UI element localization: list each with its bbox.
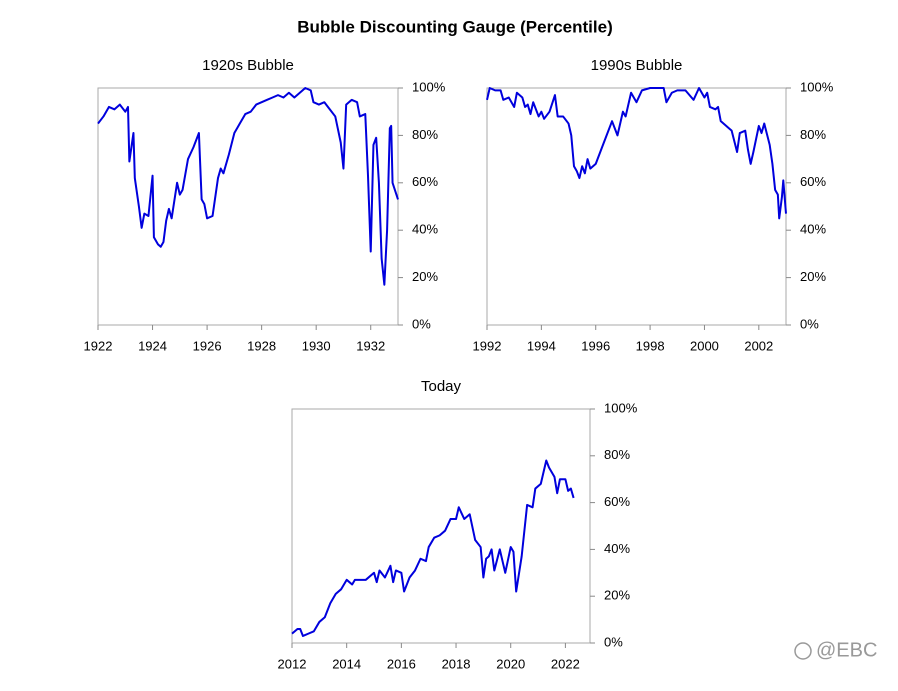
x-tick-label: 1932 (356, 338, 385, 353)
y-tick-label: 80% (604, 447, 630, 462)
data-line (291, 459, 575, 637)
data-line (97, 87, 399, 286)
x-tick-label: 1930 (302, 338, 331, 353)
subplot-title: 1990s Bubble (591, 57, 683, 74)
x-tick-label: 2000 (690, 338, 719, 353)
subplot-title: Today (421, 378, 462, 395)
watermark-text: @EBC (816, 639, 877, 661)
x-tick-label: 1922 (84, 338, 113, 353)
y-tick-label: 80% (412, 127, 438, 142)
x-tick-label: 1924 (138, 338, 167, 353)
y-tick-label: 60% (412, 174, 438, 189)
subplot-title: 1920s Bubble (202, 57, 294, 74)
x-tick-label: 1928 (247, 338, 276, 353)
y-tick-label: 100% (800, 79, 834, 94)
x-tick-label: 2016 (387, 656, 416, 671)
x-tick-label: 2002 (744, 338, 773, 353)
x-tick-label: 2022 (551, 656, 580, 671)
chart-title: Bubble Discounting Gauge (Percentile) (297, 17, 612, 36)
watermark: @EBC (794, 639, 877, 661)
x-tick-label: 2014 (332, 656, 361, 671)
x-tick-label: 2020 (496, 656, 525, 671)
y-tick-label: 40% (604, 541, 630, 556)
y-tick-label: 100% (412, 79, 446, 94)
x-tick-label: 1996 (581, 338, 610, 353)
x-tick-label: 1992 (473, 338, 502, 353)
y-tick-label: 80% (800, 127, 826, 142)
plot-frame (97, 87, 399, 326)
y-tick-label: 40% (412, 222, 438, 237)
y-tick-label: 20% (604, 588, 630, 603)
y-tick-label: 100% (604, 400, 638, 415)
data-line (486, 87, 787, 220)
x-tick-label: 1998 (636, 338, 665, 353)
plot-frame (291, 408, 591, 644)
x-tick-label: 2018 (442, 656, 471, 671)
y-tick-label: 60% (800, 174, 826, 189)
plot-frame (486, 87, 787, 326)
y-tick-label: 40% (800, 222, 826, 237)
y-tick-label: 20% (412, 269, 438, 284)
y-tick-label: 60% (604, 494, 630, 509)
watermark-icon (794, 642, 812, 660)
y-tick-label: 0% (800, 316, 819, 331)
y-tick-label: 20% (800, 269, 826, 284)
x-tick-label: 1926 (193, 338, 222, 353)
x-tick-label: 1994 (527, 338, 556, 353)
y-tick-label: 0% (412, 316, 431, 331)
x-tick-label: 2012 (278, 656, 307, 671)
y-tick-label: 0% (604, 634, 623, 649)
